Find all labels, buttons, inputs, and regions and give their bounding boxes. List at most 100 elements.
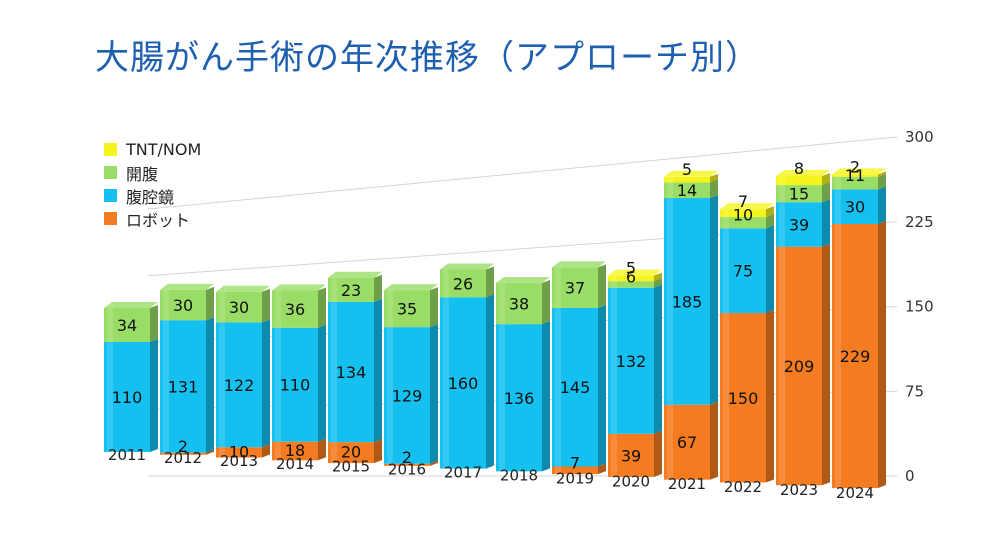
bar-segment-side: [878, 186, 886, 224]
bar-top: [832, 168, 886, 175]
data-label: 10: [733, 206, 753, 225]
bar-segment-side: [710, 401, 718, 480]
bar-2018: 136 38 2018: [496, 277, 550, 484]
bar-segment-side: [710, 179, 718, 199]
bar-top: [552, 261, 606, 268]
bar-segment-side: [766, 206, 774, 218]
data-label: 110: [112, 388, 143, 407]
bar-top: [496, 277, 550, 284]
bar-top: [272, 284, 326, 291]
bar-segment-side: [598, 264, 606, 308]
bar-segment-side: [654, 272, 662, 282]
bar-2017: 160 26 2017: [440, 263, 494, 482]
data-label: 160: [448, 374, 479, 393]
data-label: 11: [845, 166, 865, 185]
x-tick-label: 2011: [108, 446, 146, 464]
bar-segment-side: [486, 266, 494, 298]
data-label: 129: [392, 386, 423, 405]
bar-segment-TNT/NOM: [664, 176, 710, 183]
data-label: 5: [682, 160, 692, 179]
data-label: 5: [626, 259, 636, 278]
bar-segment-side: [206, 449, 214, 455]
bar-highlight: [331, 442, 337, 464]
data-label: 122: [224, 376, 255, 395]
legend-item: 開腹: [104, 161, 201, 184]
data-label: 30: [229, 298, 249, 317]
bar-segment-side: [374, 298, 382, 443]
data-label: 7: [570, 453, 580, 472]
x-tick-label: 2020: [612, 472, 650, 490]
bar-highlight: [667, 182, 673, 199]
bar-highlight: [723, 313, 729, 483]
data-label: 134: [336, 363, 367, 382]
bar-highlight: [611, 433, 617, 477]
legend: TNT/NOM 開腹 腹腔鏡 ロボット: [104, 138, 201, 230]
data-label: 14: [677, 181, 697, 200]
bar-top: [104, 302, 158, 308]
bar-2013: 10 122 30 2013: [216, 285, 270, 470]
bar-highlight: [331, 277, 337, 302]
bar-segment-side: [822, 199, 830, 247]
bar-segment-side: [262, 319, 270, 448]
bar-highlight: [835, 176, 841, 190]
bar-segment-side: [262, 288, 270, 323]
x-tick-label: 2016: [388, 461, 426, 479]
bar-segment-side: [710, 173, 718, 183]
bar-2019: 7 145 37 2019: [552, 261, 606, 487]
bar-segment-side: [766, 214, 774, 229]
bar-segment-ロボット: [272, 441, 318, 461]
legend-label: 腹腔鏡: [126, 187, 175, 207]
bar-segment-side: [206, 317, 214, 453]
bar-highlight: [779, 185, 785, 203]
bar-segment-side: [766, 225, 774, 314]
bar-highlight: [555, 466, 561, 475]
bar-highlight: [387, 463, 393, 466]
bar-2011: 110 34 2011: [104, 302, 158, 464]
bar-2015: 20 134 23 2015: [328, 271, 382, 476]
data-label: 34: [117, 316, 137, 335]
bar-top: [160, 283, 214, 290]
bar-2024: 229 30 112 2024: [832, 157, 886, 502]
legend-swatch: [104, 212, 117, 225]
bar-highlight: [835, 174, 841, 177]
bar-highlight: [387, 327, 393, 464]
legend-label: TNT/NOM: [126, 140, 202, 159]
bar-top: [720, 203, 774, 210]
bar-segment-side: [486, 294, 494, 469]
x-tick-label: 2015: [332, 458, 370, 476]
bar-highlight: [163, 289, 169, 321]
bar-segment-side: [654, 430, 662, 477]
bar-segment-開腹: [664, 182, 710, 199]
bar-segment-開腹: [608, 281, 654, 288]
bar-highlight: [219, 291, 225, 323]
bar-segment-side: [542, 321, 550, 472]
bar-highlight: [723, 228, 729, 314]
bar-segment-side: [318, 324, 326, 442]
bar-highlight: [611, 275, 617, 282]
legend-swatch: [104, 189, 117, 202]
y-tick-label: 300: [905, 128, 934, 146]
bar-2020: 39 132 65 2020: [608, 259, 662, 490]
data-label: 36: [285, 300, 305, 319]
data-label: 39: [789, 215, 809, 234]
bar-highlight: [779, 202, 785, 247]
bar-segment-side: [430, 460, 438, 466]
legend-label: 開腹: [126, 164, 159, 184]
data-label: 30: [845, 198, 865, 217]
bar-highlight: [835, 189, 841, 224]
bar-segment-ロボット: [384, 463, 430, 466]
data-label: 67: [677, 433, 697, 452]
legend-item: 腹腔鏡: [104, 184, 201, 207]
bar-segment-side: [430, 324, 438, 464]
bar-highlight: [667, 198, 673, 405]
data-label: 2: [402, 448, 412, 467]
bar-highlight: [723, 217, 729, 229]
data-label: 145: [560, 378, 591, 397]
bar-highlight: [555, 307, 561, 467]
data-label: 185: [672, 292, 703, 311]
gridline: [147, 136, 898, 210]
data-label: 229: [840, 347, 871, 366]
bar-top: [664, 170, 718, 177]
bar-highlight: [163, 452, 169, 455]
